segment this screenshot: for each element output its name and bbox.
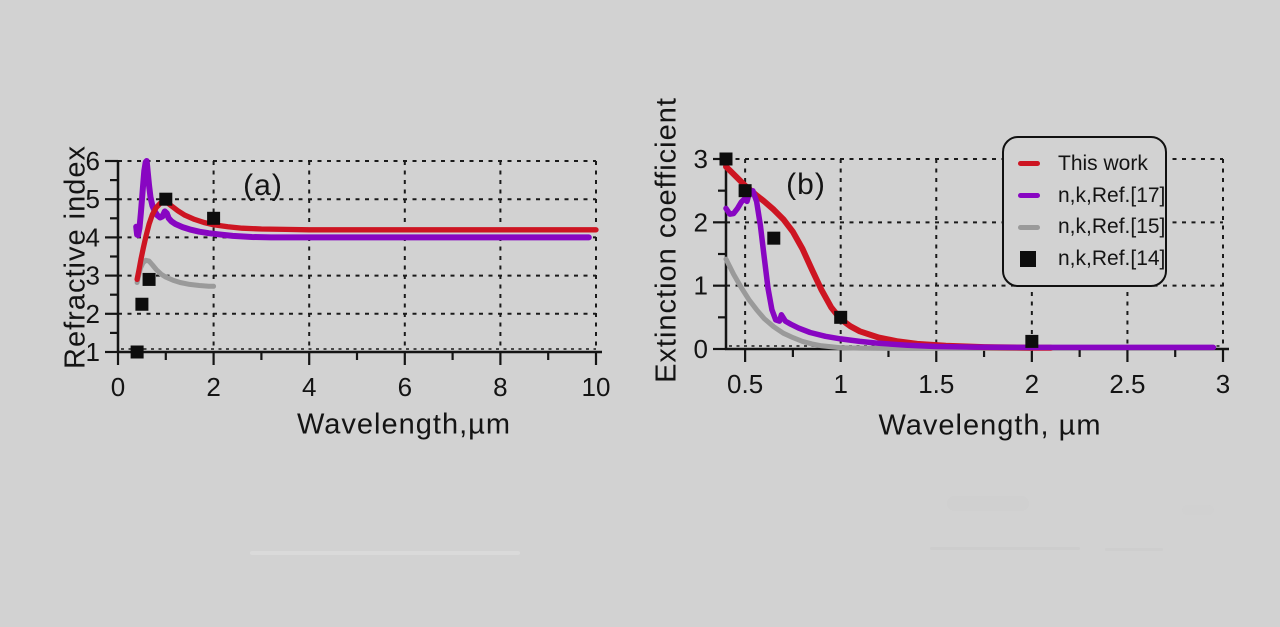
plot-b-panel-label: (b) xyxy=(786,168,826,201)
x-tick-label-4: 4 xyxy=(302,372,316,402)
legend-label-n-k-ref-15: n,k,Ref.[15] xyxy=(1058,215,1166,239)
y-tick-label-6: 6 xyxy=(86,146,100,176)
x-tick-label-1: 1 xyxy=(833,369,847,399)
legend-line-swatch xyxy=(1018,224,1048,230)
y-tick-label-0: 0 xyxy=(694,334,708,364)
data-point-square-n-k-ref-14 xyxy=(130,345,144,359)
data-point-square-n-k-ref-14 xyxy=(207,211,221,225)
x-tick-label-10: 10 xyxy=(582,372,611,402)
x-tick-label-1.5: 1.5 xyxy=(918,369,954,399)
y-tick-label-1: 1 xyxy=(86,337,100,367)
plot-a-y-axis-title: Refractive index xyxy=(59,145,92,369)
x-tick-label-3: 3 xyxy=(1216,369,1230,399)
data-point-square-n-k-ref-14 xyxy=(767,231,781,245)
x-tick-label-2.5: 2.5 xyxy=(1109,369,1145,399)
data-point-square-n-k-ref-14 xyxy=(738,184,752,198)
legend-line-swatch xyxy=(1018,161,1048,167)
y-tick-label-5: 5 xyxy=(86,184,100,214)
series-n-k-ref-15 xyxy=(723,256,1035,351)
swatch-n-k-ref-15 xyxy=(1018,224,1040,230)
swatch-n-k-ref-14 xyxy=(1020,251,1036,268)
plot-a-x-axis-title: Wavelength,µm xyxy=(297,408,511,441)
data-point-square-n-k-ref-14 xyxy=(1025,334,1039,348)
y-tick-label-4: 4 xyxy=(86,222,100,252)
legend-line-swatch xyxy=(1018,193,1048,199)
plot-b-x-axis-title: Wavelength, µm xyxy=(878,409,1102,442)
plot-a-panel-label: (a) xyxy=(243,169,283,202)
data-point-square-n-k-ref-14 xyxy=(834,310,848,324)
x-tick-label-2: 2 xyxy=(206,372,220,402)
y-tick-label-2: 2 xyxy=(694,207,708,237)
legend-item-n-k-ref-17: n,k,Ref.[17] xyxy=(1018,184,1165,208)
y-tick-label-2: 2 xyxy=(86,299,100,329)
plot-b-y-axis-title: Extinction coefficient xyxy=(650,97,683,383)
series-this-work xyxy=(134,198,599,283)
data-point-square-n-k-ref-14 xyxy=(135,297,149,311)
legend-label-this-work: This work xyxy=(1058,151,1148,175)
legend-square-marker xyxy=(1018,251,1048,268)
data-point-square-n-k-ref-14 xyxy=(719,152,733,166)
legend-item-n-k-ref-15: n,k,Ref.[15] xyxy=(1018,215,1165,239)
data-point-square-n-k-ref-14 xyxy=(159,192,173,206)
x-tick-label-0.5: 0.5 xyxy=(727,369,763,399)
x-tick-label-0: 0 xyxy=(111,372,125,402)
legend-label-n-k-ref-17: n,k,Ref.[17] xyxy=(1058,183,1166,207)
y-tick-label-3: 3 xyxy=(694,144,708,174)
series-n-k-ref-17 xyxy=(133,158,592,241)
swatch-this-work xyxy=(1018,161,1040,167)
data-point-square-n-k-ref-14 xyxy=(142,272,156,286)
x-tick-label-2: 2 xyxy=(1025,369,1039,399)
x-tick-label-6: 6 xyxy=(398,372,412,402)
y-tick-label-3: 3 xyxy=(86,261,100,291)
series-n-k-ref-17 xyxy=(723,187,1217,351)
legend: This work n,k,Ref.[17] n,k,Ref.[15] n,k,Ref… xyxy=(1002,136,1167,287)
swatch-n-k-ref-17 xyxy=(1018,193,1040,199)
y-tick-label-1: 1 xyxy=(694,271,708,301)
legend-item-this-work: This work xyxy=(1018,152,1161,176)
x-tick-label-8: 8 xyxy=(493,372,507,402)
legend-label-n-k-ref-14: n,k,Ref.[14] xyxy=(1058,247,1166,271)
legend-item-n-k-ref-14: n,k,Ref.[14] xyxy=(1018,247,1165,271)
